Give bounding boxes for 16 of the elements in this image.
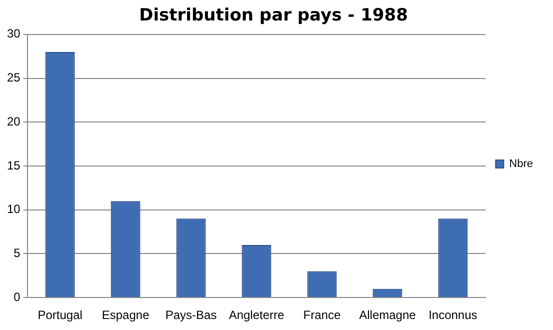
- y-tick-label: 10: [6, 202, 21, 216]
- y-tick-label: 25: [6, 70, 21, 85]
- y-tick-label: 15: [6, 158, 21, 172]
- x-tick-label: Allemagne: [359, 308, 416, 322]
- y-tick-label: 30: [6, 26, 21, 41]
- y-tick-label: 0: [14, 290, 21, 304]
- x-tick-label: Espagne: [102, 308, 150, 322]
- chart-title: Distribution par pays - 1988: [139, 6, 408, 26]
- y-tick-label: 20: [6, 114, 21, 128]
- x-tick-label: Angleterre: [228, 308, 285, 322]
- legend-label: Nbre: [509, 158, 533, 170]
- x-tick-label: France: [303, 308, 341, 322]
- x-tick-label: Pays-Bas: [165, 308, 217, 322]
- y-tick-label: 5: [14, 246, 21, 260]
- x-tick-label: Portugal: [38, 308, 82, 322]
- x-tick-label: Inconnus: [428, 308, 478, 322]
